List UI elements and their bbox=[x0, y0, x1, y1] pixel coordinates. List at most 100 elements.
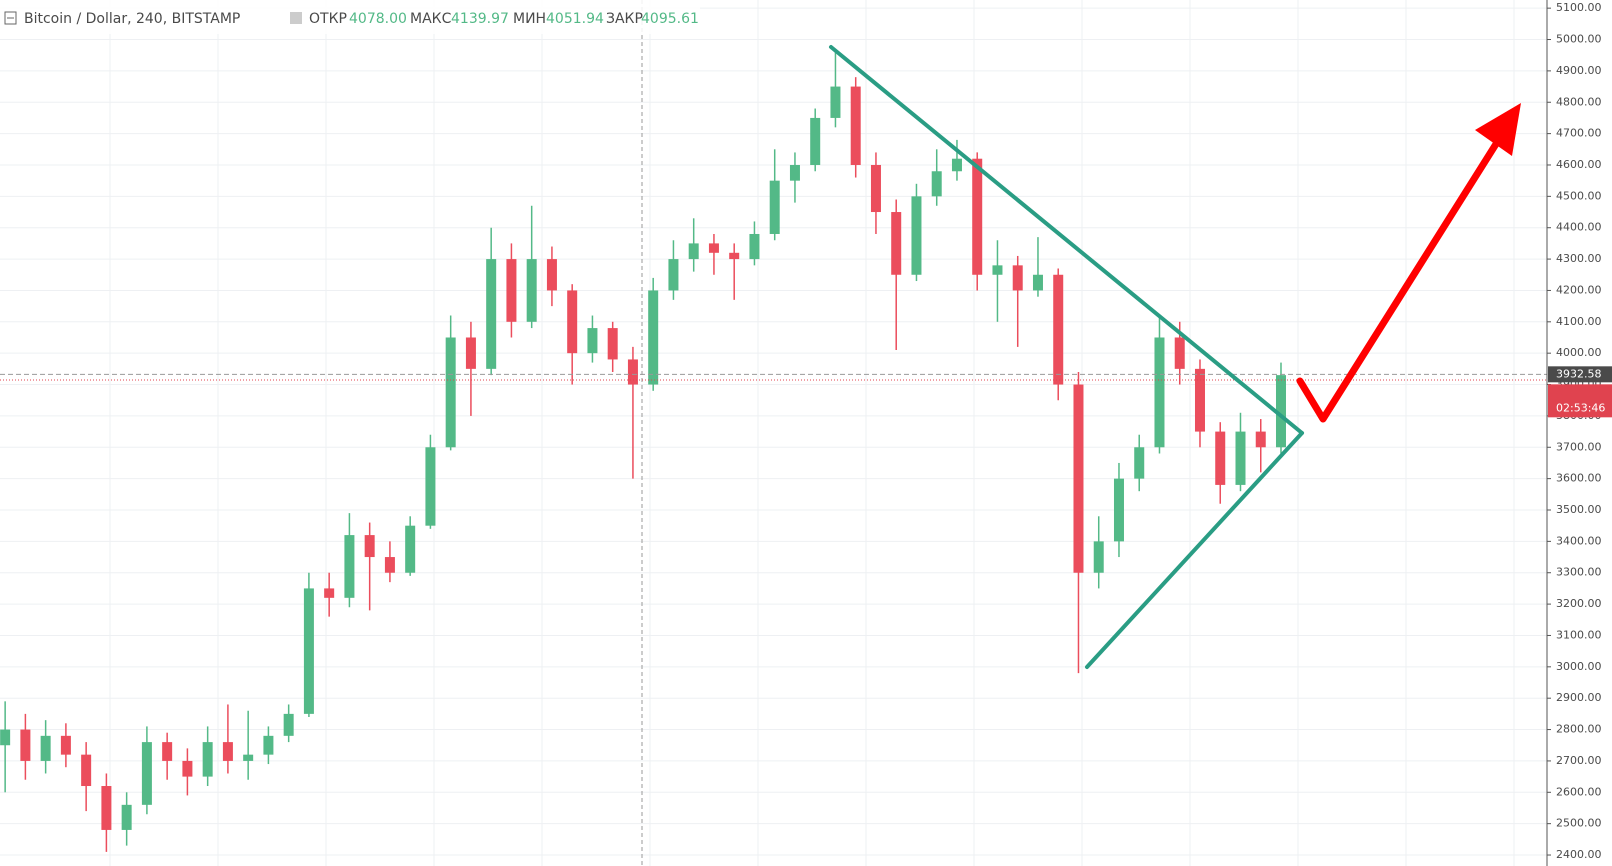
candle-body bbox=[486, 259, 497, 369]
candle-body bbox=[324, 588, 335, 598]
low-value: 4051.94 bbox=[546, 11, 604, 27]
candle-body bbox=[769, 180, 780, 234]
candle-body bbox=[81, 754, 92, 787]
candle-body bbox=[506, 259, 517, 322]
candle-body bbox=[344, 535, 355, 598]
candle-body bbox=[202, 742, 213, 777]
candle-body bbox=[1053, 274, 1064, 385]
candle-body bbox=[911, 196, 922, 275]
candle-body bbox=[0, 729, 11, 746]
y-tick-label: 4000.00 bbox=[1556, 346, 1602, 359]
candle-body bbox=[1154, 337, 1165, 448]
candle-body bbox=[303, 588, 314, 714]
arrow-path bbox=[1296, 140, 1500, 423]
candle-body bbox=[465, 337, 476, 369]
candle-body bbox=[1194, 368, 1205, 432]
candle-body bbox=[850, 86, 861, 165]
settings-icon[interactable] bbox=[290, 12, 302, 24]
y-tick-label: 3400.00 bbox=[1556, 534, 1602, 547]
symbol: Bitcoin / Dollar, 240, BITSTAMP bbox=[24, 11, 240, 27]
candle-body bbox=[101, 786, 112, 830]
candle-body bbox=[992, 265, 1003, 275]
close-label: ЗАКР bbox=[606, 11, 643, 27]
candle-body bbox=[222, 742, 233, 761]
candle-body bbox=[546, 259, 557, 291]
candle-body bbox=[162, 742, 173, 761]
candle-body bbox=[567, 290, 578, 354]
triangle-lower bbox=[1085, 431, 1304, 669]
candle-body bbox=[1275, 375, 1286, 448]
candle-body bbox=[1215, 431, 1226, 485]
candle-body bbox=[364, 535, 375, 558]
y-tick-label: 4800.00 bbox=[1556, 95, 1602, 108]
y-tick-label: 4500.00 bbox=[1556, 189, 1602, 202]
candle-body bbox=[1032, 274, 1043, 291]
candle-body bbox=[182, 760, 193, 777]
candle-body bbox=[121, 804, 132, 830]
y-tick-label: 3100.00 bbox=[1556, 628, 1602, 641]
candle-body bbox=[789, 164, 800, 181]
candle-body bbox=[141, 742, 152, 805]
candle-body bbox=[951, 158, 962, 172]
candle-body bbox=[891, 212, 902, 275]
y-tick-label: 4200.00 bbox=[1556, 283, 1602, 296]
countdown-label: 02:53:46 bbox=[1556, 401, 1605, 414]
open-label: ОТКР bbox=[309, 11, 347, 27]
candle-body bbox=[263, 735, 274, 755]
candle-body bbox=[729, 252, 740, 260]
candle-body bbox=[830, 86, 841, 118]
collapse-icon[interactable] bbox=[4, 11, 17, 25]
arrow-head bbox=[1475, 103, 1521, 156]
close-value: 4095.61 bbox=[641, 11, 699, 27]
low-label: МИН bbox=[513, 11, 546, 27]
y-tick-label: 4700.00 bbox=[1556, 127, 1602, 140]
y-tick-label: 2800.00 bbox=[1556, 723, 1602, 736]
candle-body bbox=[708, 243, 719, 253]
y-tick-label: 2900.00 bbox=[1556, 691, 1602, 704]
y-tick-label: 3200.00 bbox=[1556, 597, 1602, 610]
y-tick-label: 5000.00 bbox=[1556, 33, 1602, 46]
candle-body bbox=[668, 259, 679, 291]
triangle bbox=[829, 45, 1304, 669]
candle-body bbox=[60, 735, 71, 755]
y-tick-label: 4400.00 bbox=[1556, 221, 1602, 234]
price-axis bbox=[1547, 0, 1612, 866]
y-tick-label: 2600.00 bbox=[1556, 785, 1602, 798]
candle-body bbox=[1235, 431, 1246, 485]
candle-body bbox=[1113, 478, 1124, 542]
y-tick-label: 4300.00 bbox=[1556, 252, 1602, 265]
y-tick-label: 3500.00 bbox=[1556, 503, 1602, 516]
triangle-upper bbox=[829, 45, 1304, 435]
candle-body bbox=[405, 525, 416, 573]
candle-body bbox=[1093, 541, 1104, 573]
candle-body bbox=[445, 337, 456, 448]
candle-body bbox=[1134, 447, 1145, 479]
candle-body bbox=[40, 735, 51, 761]
header-bg bbox=[0, 0, 700, 34]
last-price-box bbox=[1548, 366, 1612, 383]
high-label: МАКС bbox=[410, 11, 452, 27]
y-tick-label: 3300.00 bbox=[1556, 566, 1602, 579]
candle-body bbox=[587, 328, 598, 354]
candle-body bbox=[607, 328, 618, 360]
candle-body bbox=[1073, 384, 1084, 573]
candle-body bbox=[972, 158, 983, 275]
y-tick-label: 3700.00 bbox=[1556, 440, 1602, 453]
countdown-box bbox=[1548, 384, 1612, 418]
candle-body bbox=[749, 233, 760, 260]
candle-body bbox=[1174, 337, 1185, 369]
y-tick-label: 5100.00 bbox=[1556, 1, 1602, 14]
candle-body bbox=[648, 290, 659, 385]
open-value: 4078.00 bbox=[349, 11, 407, 27]
y-tick-label: 4900.00 bbox=[1556, 64, 1602, 77]
candle-body bbox=[627, 359, 638, 385]
y-tick-label: 2700.00 bbox=[1556, 754, 1602, 767]
candle-body bbox=[283, 713, 294, 736]
candle-body bbox=[810, 117, 821, 165]
high-value: 4139.97 bbox=[451, 11, 509, 27]
y-tick-label: 4600.00 bbox=[1556, 158, 1602, 171]
candle-body bbox=[870, 164, 881, 213]
y-tick-label: 3000.00 bbox=[1556, 660, 1602, 673]
candle-body bbox=[384, 557, 395, 573]
